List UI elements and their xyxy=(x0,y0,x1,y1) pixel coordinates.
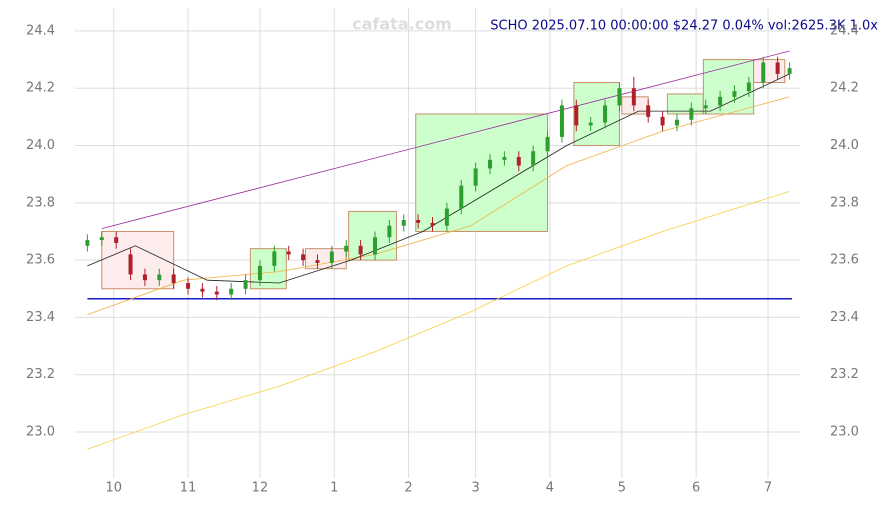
x-tick-label: 11 xyxy=(180,481,197,496)
candle-body xyxy=(746,82,751,92)
y-tick-label: 24.2 xyxy=(26,81,55,96)
candle-body xyxy=(401,220,406,226)
candle-body xyxy=(243,280,248,289)
candle-body xyxy=(186,283,191,289)
candle-body xyxy=(588,122,593,126)
candle-body xyxy=(787,68,792,74)
overlay-line xyxy=(87,96,790,315)
zone-box xyxy=(753,59,786,83)
overlay-line xyxy=(87,73,790,284)
x-tick-label: 12 xyxy=(252,481,269,496)
candle-body xyxy=(142,274,147,281)
candle-body xyxy=(631,88,636,106)
chart-title: SCHO 2025.07.10 00:00:00 $24.27 0.04% vo… xyxy=(490,19,878,34)
candle-body xyxy=(358,245,363,255)
candle-body xyxy=(257,265,262,281)
candle-body xyxy=(272,251,277,266)
candle-body xyxy=(459,185,464,209)
y-tick-label: 23.8 xyxy=(26,195,55,210)
candle-body xyxy=(502,156,507,160)
y-tick-label: 23.6 xyxy=(26,253,55,268)
x-tick-label: 6 xyxy=(692,481,700,496)
candle-body xyxy=(416,220,421,223)
candle-body xyxy=(157,274,162,281)
candle-body xyxy=(372,237,377,255)
candle-body xyxy=(229,288,234,295)
y-tick-label-right: 24.0 xyxy=(830,138,859,153)
candle-body xyxy=(603,105,608,123)
candle-body xyxy=(674,119,679,126)
candle-body xyxy=(473,168,478,186)
zone-box xyxy=(573,81,620,147)
y-tick-label: 24.0 xyxy=(26,138,55,153)
candle-body xyxy=(171,274,176,284)
candle-body xyxy=(344,245,349,252)
candle-body xyxy=(128,254,133,275)
candle-body xyxy=(99,237,104,241)
background-layer xyxy=(75,8,800,478)
x-tick-label: 7 xyxy=(764,481,772,496)
candle-body xyxy=(617,88,622,106)
overlay-line xyxy=(87,191,790,450)
y-tick-label: 23.0 xyxy=(26,425,55,440)
zone-box xyxy=(101,230,175,290)
candle-body xyxy=(732,91,737,97)
x-tick-label: 1 xyxy=(330,481,338,496)
candle-body xyxy=(574,105,579,126)
x-tick-label: 2 xyxy=(404,481,412,496)
candle-body xyxy=(114,237,119,243)
candle-body xyxy=(646,105,651,117)
y-tick-label-right: 24.2 xyxy=(830,81,859,96)
y-tick-label: 24.4 xyxy=(26,23,55,38)
y-tick-label-right: 24.4 xyxy=(830,23,859,38)
watermark: cafata.com xyxy=(352,15,452,34)
candle-body xyxy=(718,96,723,106)
candle-body xyxy=(531,151,536,166)
y-tick-label: 23.2 xyxy=(26,367,55,382)
x-tick-label: 4 xyxy=(546,481,554,496)
y-tick-label-right: 23.6 xyxy=(830,253,859,268)
candle-body xyxy=(200,288,205,292)
candle-body xyxy=(703,105,708,109)
candle-body xyxy=(545,136,550,152)
candle-body xyxy=(286,251,291,255)
zone-box xyxy=(702,59,755,115)
candle-body xyxy=(430,222,435,226)
candle-body xyxy=(214,291,219,295)
x-tick-label: 3 xyxy=(472,481,480,496)
candle-body xyxy=(315,260,320,263)
y-tick-label: 23.4 xyxy=(26,310,55,325)
candle-body xyxy=(301,254,306,261)
x-tick-label: 10 xyxy=(105,481,122,496)
overlay-line xyxy=(101,50,790,229)
candle-body xyxy=(559,105,564,137)
candle-body xyxy=(488,159,493,169)
y-tick-label-right: 23.4 xyxy=(830,310,859,325)
zone-box xyxy=(415,113,549,232)
zone-box xyxy=(304,248,347,270)
candle-body xyxy=(444,208,449,226)
candle-body xyxy=(660,116,665,126)
zone-box xyxy=(348,210,398,261)
candle-body xyxy=(689,108,694,120)
candle-body xyxy=(329,251,334,263)
candle-body xyxy=(516,156,521,166)
x-tick-label: 5 xyxy=(618,481,626,496)
y-tick-label-right: 23.2 xyxy=(830,367,859,382)
candle-body xyxy=(775,62,780,74)
y-tick-label-right: 23.8 xyxy=(830,195,859,210)
y-tick-label-right: 23.0 xyxy=(830,425,859,440)
candle-body xyxy=(85,240,90,246)
candle-body xyxy=(761,62,766,83)
candle-body xyxy=(387,225,392,238)
